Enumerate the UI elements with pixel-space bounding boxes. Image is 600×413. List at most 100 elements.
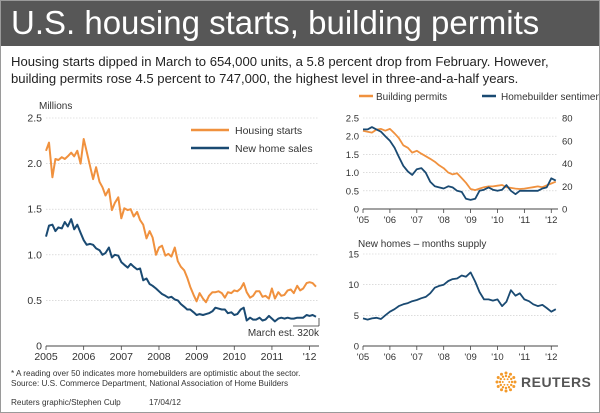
logo-dot [504, 371, 508, 375]
series-line-building-permits [362, 128, 557, 192]
x-tick-label: '07 [411, 352, 423, 363]
logo-dot [507, 375, 511, 378]
x-tick-label: 2006 [72, 351, 96, 363]
logo-dot [512, 376, 516, 379]
page-title: U.S. housing starts, building permits [11, 4, 540, 41]
y-tick-label: 1.0 [27, 249, 42, 261]
x-tick-label: 2011 [261, 351, 284, 363]
main-chart-x-axis: 2005 2006 2007 2008 2009 2010 2011 '12 [34, 345, 319, 363]
main-chart-legend: Housing starts New home sales [191, 125, 313, 155]
supply-chart-title: New homes – months supply [358, 239, 486, 250]
main-chart-annotation: March est. 320k [248, 318, 320, 339]
permits-chart-gridlines [363, 117, 558, 192]
legend-label-building-permits: Building permits [376, 92, 447, 103]
legend-label-new-home-sales: New home sales [235, 143, 313, 155]
x-tick-label: '06 [384, 215, 396, 226]
series-line-homebuilder-sentiment [363, 126, 557, 201]
logo-dot [500, 388, 503, 392]
logo-dot [501, 375, 505, 378]
legend-label-homebuilder-sentiment: Homebuilder sentiment* [501, 92, 599, 103]
footnote-block: * A reading over 50 indicates more homeb… [11, 369, 300, 389]
y-tick-label: 0 [354, 205, 359, 216]
supply-chart-series [362, 271, 557, 321]
y2-tick-label: 40 [562, 159, 573, 170]
supply-chart-x-axis: '05 '06 '07 '08 '09 '10 '11 '12 [357, 345, 558, 363]
logo-dot [506, 383, 509, 386]
x-tick-label: '09 [464, 352, 476, 363]
y-tick-label: 2.0 [27, 158, 42, 170]
x-tick-label: '11 [519, 215, 531, 226]
footnote-source: Source: U.S. Commerce Department, Nation… [11, 379, 289, 388]
series-line-new-home-sales [45, 218, 317, 323]
series-line-months-supply [362, 271, 557, 321]
x-tick-label: 2005 [34, 351, 58, 363]
y-tick-label: 10 [348, 280, 359, 291]
x-tick-label: 2007 [110, 351, 134, 363]
supply-chart-y-axis: 0 5 10 15 [348, 250, 359, 353]
y-tick-label: 2.5 [346, 114, 359, 125]
x-tick-label: '11 [519, 352, 531, 363]
x-tick-label: '10 [491, 215, 503, 226]
permits-chart: Building permits Homebuilder sentiment* … [346, 92, 599, 226]
page-subtitle: Housing starts dipped in March to 654,00… [11, 54, 549, 86]
legend-label-housing-starts: Housing starts [235, 125, 302, 137]
y2-tick-label: 20 [562, 182, 573, 193]
logo-dot [496, 376, 500, 379]
y-tick-label: 0 [354, 342, 359, 353]
y-tick-label: 0.5 [346, 186, 359, 197]
reuters-wordmark: REUTERS [521, 374, 592, 390]
permits-chart-legend: Building permits Homebuilder sentiment* [359, 92, 599, 103]
logo-dot [499, 377, 502, 381]
logo-dot [503, 378, 506, 381]
logo-dot [498, 380, 502, 384]
reuters-logo-icon [495, 371, 517, 393]
x-tick-label: '05 [357, 215, 369, 226]
logo-dot [509, 388, 512, 392]
x-tick-label: '08 [437, 352, 449, 363]
permits-chart-left-axis: 0 0.5 1.0 1.5 2.0 2.5 [346, 114, 359, 216]
logo-dot [499, 383, 502, 387]
logo-dot [501, 386, 505, 389]
y-tick-label: 1.0 [346, 168, 359, 179]
logo-dot [504, 386, 508, 390]
y-tick-label: 5 [354, 311, 359, 322]
logo-dot [506, 378, 509, 381]
footnote-sentiment: * A reading over 50 indicates more homeb… [11, 369, 301, 378]
logo-dot [504, 389, 508, 393]
main-chart-y-axis: 0 0.5 1.0 1.5 2.0 2.5 [27, 113, 42, 353]
x-tick-label: '12 [545, 215, 557, 226]
x-tick-label: '08 [437, 215, 449, 226]
y-tick-label: 15 [348, 250, 359, 261]
supply-chart-gridlines [363, 253, 558, 316]
logo-dot [510, 380, 514, 384]
x-tick-label: '12 [303, 351, 317, 363]
x-tick-label: '09 [464, 215, 476, 226]
y2-tick-label: 0 [562, 205, 567, 216]
x-tick-label: '05 [357, 352, 369, 363]
y-tick-label: 1.5 [27, 204, 42, 216]
logo-dot [512, 385, 516, 388]
permits-chart-right-axis: 0 20 40 60 80 [562, 114, 573, 216]
permits-chart-x-axis: '05 '06 '07 '08 '09 '10 '11 '12 [357, 208, 558, 226]
x-tick-label: '10 [491, 352, 503, 363]
logo-dot [501, 381, 504, 383]
y-tick-label: 0 [36, 341, 42, 353]
x-tick-label: 2010 [223, 351, 247, 363]
permits-chart-series [362, 126, 557, 201]
series-line-housing-starts [45, 138, 317, 304]
logo-dot [509, 372, 512, 376]
y-tick-label: 0.5 [27, 295, 42, 307]
main-chart-gridlines [46, 117, 319, 301]
logo-dot [504, 374, 508, 378]
logo-dot [503, 383, 506, 386]
annotation-march-estimate: March est. 320k [248, 328, 320, 339]
logo-dot [496, 385, 500, 388]
x-tick-label: '07 [411, 215, 423, 226]
logo-dot [500, 372, 503, 376]
y2-tick-label: 80 [562, 114, 573, 125]
graphic-credit: Reuters graphic/Stephen Culp [11, 398, 121, 407]
y-tick-label: 2.0 [346, 132, 359, 143]
